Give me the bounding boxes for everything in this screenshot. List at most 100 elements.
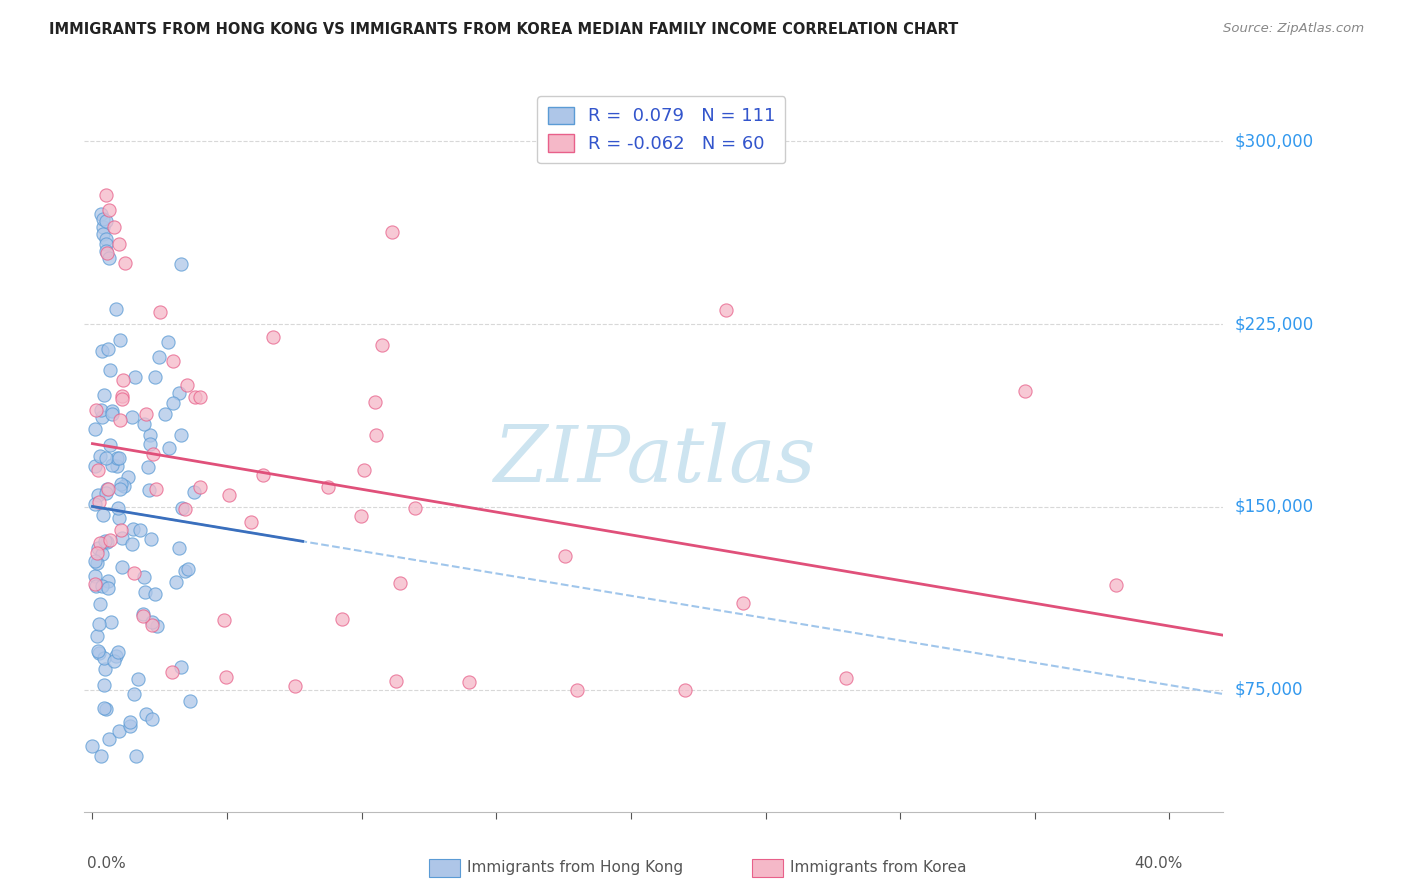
Point <box>149 305 172 319</box>
Point <box>177 562 200 576</box>
Point <box>1104 578 1126 592</box>
Point <box>100 615 122 629</box>
Point <box>252 467 274 482</box>
Point <box>172 501 194 516</box>
Point <box>141 615 163 630</box>
Point <box>87 488 110 502</box>
Point <box>98 438 121 452</box>
Point <box>94 214 117 228</box>
Point <box>176 378 198 392</box>
Point <box>330 612 353 626</box>
Point <box>353 462 375 476</box>
Point <box>96 450 118 465</box>
Text: 40.0%: 40.0% <box>1135 855 1182 871</box>
Point <box>215 670 238 684</box>
Point <box>188 390 211 404</box>
Point <box>138 437 160 451</box>
Point <box>121 410 143 425</box>
Point <box>122 687 145 701</box>
Point <box>89 617 111 632</box>
Point <box>404 501 426 516</box>
Point <box>97 252 120 266</box>
Point <box>139 428 162 442</box>
Point <box>146 619 169 633</box>
Point <box>554 549 576 564</box>
Point <box>108 724 131 739</box>
Point <box>190 480 212 494</box>
Text: $300,000: $300,000 <box>1234 132 1313 150</box>
Point <box>458 675 481 690</box>
Point <box>86 556 108 570</box>
Text: Immigrants from Korea: Immigrants from Korea <box>790 861 967 875</box>
Point <box>183 484 205 499</box>
Point <box>388 575 411 590</box>
Point <box>350 508 373 523</box>
Point <box>91 508 114 522</box>
Point <box>84 459 107 474</box>
Point <box>284 679 307 693</box>
Point <box>91 212 114 227</box>
Legend: R =  0.079   N = 111, R = -0.062   N = 60: R = 0.079 N = 111, R = -0.062 N = 60 <box>537 96 786 163</box>
Point <box>385 673 408 688</box>
Point <box>174 501 197 516</box>
Point <box>716 302 738 317</box>
Point <box>212 613 235 627</box>
Point <box>94 662 117 676</box>
Point <box>84 498 107 512</box>
Point <box>97 202 120 217</box>
Point <box>131 608 153 623</box>
Point <box>121 537 143 551</box>
Point <box>93 387 115 401</box>
Point <box>240 516 263 530</box>
Text: Immigrants from Hong Kong: Immigrants from Hong Kong <box>467 861 683 875</box>
Point <box>170 660 193 674</box>
Point <box>94 232 117 246</box>
Point <box>174 565 197 579</box>
Point <box>124 370 146 384</box>
Point <box>114 256 136 270</box>
Point <box>94 244 117 258</box>
Point <box>89 495 111 509</box>
Point <box>110 523 132 537</box>
Point <box>132 417 155 431</box>
Point <box>87 463 110 477</box>
Point <box>86 403 108 417</box>
Point <box>125 748 148 763</box>
Point <box>143 370 166 384</box>
Point <box>84 577 107 591</box>
Point <box>122 522 145 536</box>
Point <box>107 450 129 465</box>
Text: $225,000: $225,000 <box>1234 315 1313 333</box>
Text: 0.0%: 0.0% <box>87 855 125 871</box>
Point <box>108 333 131 347</box>
Point <box>673 682 696 697</box>
Point <box>107 500 129 515</box>
Text: Source: ZipAtlas.com: Source: ZipAtlas.com <box>1223 22 1364 36</box>
Point <box>94 533 117 548</box>
Point <box>141 617 163 632</box>
Point <box>111 389 134 403</box>
Point <box>93 650 115 665</box>
Point <box>94 236 117 251</box>
Point <box>91 219 114 234</box>
Point <box>153 407 176 421</box>
Point <box>84 579 107 593</box>
Point <box>127 672 149 686</box>
Point <box>90 579 112 593</box>
Point <box>84 422 107 436</box>
Point <box>136 460 159 475</box>
Point <box>170 427 193 442</box>
Text: IMMIGRANTS FROM HONG KONG VS IMMIGRANTS FROM KOREA MEDIAN FAMILY INCOME CORRELAT: IMMIGRANTS FROM HONG KONG VS IMMIGRANTS … <box>49 22 959 37</box>
Point <box>159 441 181 455</box>
Point <box>111 392 134 407</box>
Point <box>132 607 155 622</box>
Point <box>86 546 108 560</box>
Point <box>96 246 118 260</box>
Point <box>89 598 111 612</box>
Point <box>120 719 142 733</box>
Point <box>82 739 104 753</box>
Point <box>101 408 124 422</box>
Point <box>93 678 115 692</box>
Point <box>105 450 128 465</box>
Point <box>167 385 190 400</box>
